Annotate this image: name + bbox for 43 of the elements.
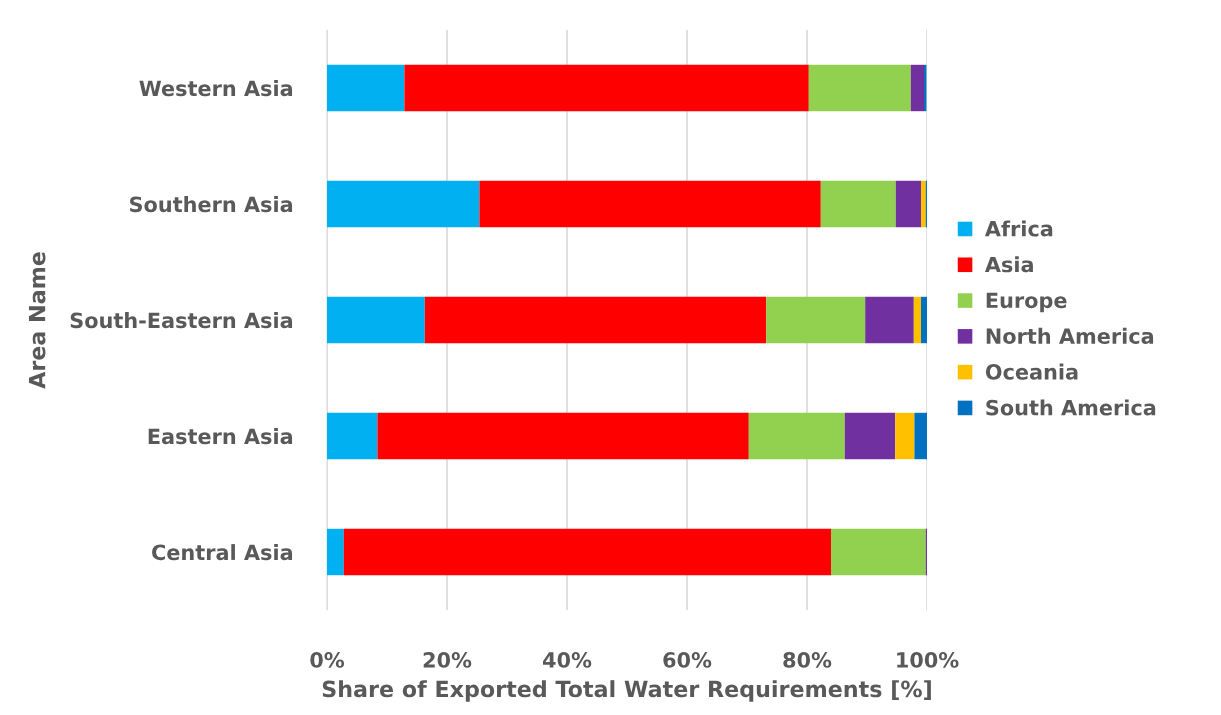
legend-label: Europe [986, 292, 1067, 313]
bar [820, 180, 896, 228]
bar [479, 180, 821, 228]
bar [808, 64, 911, 112]
y-tick-label: Central Asia [152, 544, 293, 561]
bar [914, 412, 927, 460]
legend-label: North America [986, 327, 1154, 344]
bar [424, 296, 767, 344]
legend-label: South America [986, 399, 1156, 416]
bar [327, 64, 405, 112]
y-tick-label: South-Eastern Asia [70, 312, 293, 329]
legend-label: Africa [984, 220, 1053, 237]
bar [921, 296, 927, 344]
bar [766, 296, 866, 344]
x-tick-label: 0% [310, 652, 345, 668]
bar [327, 528, 344, 576]
legend-label: Asia [984, 256, 1033, 273]
y-tick-label: Western Asia [139, 80, 293, 97]
bar [343, 528, 831, 576]
x-tick-label: 20% [423, 652, 472, 668]
y-tick-label: Eastern Asia [148, 428, 293, 445]
bar [913, 296, 921, 344]
bar [327, 412, 378, 460]
bar [910, 64, 924, 112]
x-tick-label: 60% [663, 652, 712, 668]
x-tick-label: 100% [897, 652, 959, 668]
y-axis-title: Area Name [28, 252, 46, 389]
legend-label: Oceania [985, 363, 1078, 380]
bar [921, 180, 926, 228]
bar [895, 180, 921, 228]
bar [895, 412, 915, 460]
bar [327, 296, 425, 344]
bar [831, 528, 926, 576]
bar [865, 296, 914, 344]
y-tick-label: Southern Asia [130, 196, 293, 213]
bar [404, 64, 809, 112]
bar [327, 180, 480, 228]
bar [844, 412, 896, 460]
x-axis-title: Share of Exported Total Water Requirements [%] [322, 680, 931, 702]
bar [748, 412, 845, 460]
x-tick-label: 40% [543, 652, 592, 668]
x-tick-label: 80% [783, 652, 832, 668]
bar [377, 412, 749, 460]
